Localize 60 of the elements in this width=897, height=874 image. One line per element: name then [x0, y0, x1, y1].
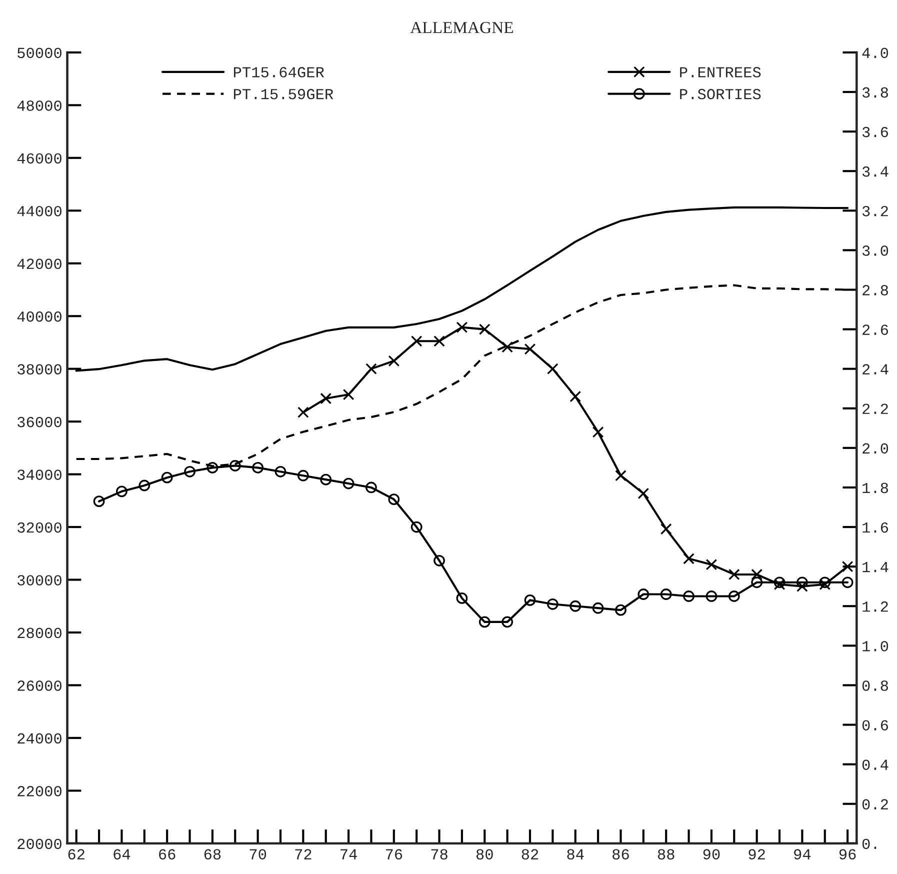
y-tick-label: 24000: [18, 733, 62, 744]
x-tick-label: 90: [703, 849, 720, 860]
x-tick-label: 62: [68, 849, 84, 860]
y-tick-label: 46000: [17, 153, 62, 164]
y-tick-label: 44000: [17, 206, 62, 216]
y2-tick-label: 2.8: [862, 285, 888, 296]
y-tick-label: 40000: [17, 311, 62, 322]
y-tick-label: 20000: [18, 838, 62, 850]
x-tick-label: 86: [612, 849, 629, 860]
y2-tick-label: 1.6: [862, 522, 888, 533]
x-tick-label: 88: [658, 849, 674, 860]
y2-tick-label: 0.4: [862, 760, 888, 770]
x-tick-label: 68: [204, 849, 221, 860]
y2-tick-label: 2.0: [862, 443, 888, 454]
x-tick-label: 96: [839, 849, 856, 860]
x-tick-label: 76: [386, 849, 402, 860]
x-tick-label: 72: [295, 849, 312, 860]
x-tick-label: 84: [567, 849, 584, 860]
y-tick-label: 42000: [17, 258, 62, 270]
y-tick-label: 30000: [18, 575, 62, 586]
y2-tick-label: 0.: [862, 838, 876, 850]
y2-tick-label: 0.2: [862, 799, 888, 810]
legend-label: PT.15.59GER: [234, 88, 334, 100]
y-tick-label: 22000: [18, 786, 62, 796]
x-tick-label: 64: [114, 849, 130, 860]
y2-tick-label: 3.2: [862, 206, 888, 216]
chart-title: ALLEMAGNE: [410, 22, 513, 34]
x-tick-label: 92: [748, 849, 765, 860]
x-tick-label: 66: [159, 849, 176, 860]
y2-tick-label: 1.4: [862, 562, 888, 572]
y2-tick-label: 4.0: [862, 48, 888, 58]
y-tick-label: 26000: [18, 680, 62, 691]
y-tick-label: 32000: [18, 522, 62, 533]
y2-tick-label: 1.0: [862, 640, 888, 652]
y2-tick-label: 0.8: [862, 680, 888, 691]
legend-label: P.ENTREES: [680, 67, 761, 78]
y2-tick-label: 2.6: [862, 324, 888, 335]
y2-tick-label: 3.4: [862, 166, 888, 177]
x-tick-label: 80: [476, 849, 493, 860]
y2-tick-label: 2.2: [862, 404, 888, 414]
y-tick-label: 34000: [18, 470, 62, 480]
y2-tick-label: 1.8: [862, 482, 888, 494]
x-tick-label: 70: [250, 849, 266, 860]
y-tick-label: 48000: [17, 100, 62, 111]
y2-tick-label: 3.6: [862, 126, 888, 138]
y-tick-label: 50000: [18, 48, 62, 58]
x-tick-label: 94: [794, 849, 811, 860]
y-tick-label: 36000: [18, 416, 62, 428]
y2-tick-label: 3.0: [862, 246, 888, 256]
y2-tick-label: 2.4: [862, 364, 888, 374]
x-tick-label: 74: [340, 849, 357, 860]
x-tick-label: 82: [522, 849, 538, 860]
y2-tick-label: 1.2: [862, 601, 888, 612]
y2-tick-label: 0.6: [862, 720, 888, 730]
y2-tick-label: 3.8: [862, 87, 888, 98]
y-tick-label: 38000: [18, 364, 62, 375]
legend-label: P.SORTIES: [680, 88, 761, 100]
y-tick-label: 28000: [18, 628, 62, 638]
legend-label: PT15.64GER: [234, 67, 324, 78]
x-tick-label: 78: [431, 849, 448, 860]
